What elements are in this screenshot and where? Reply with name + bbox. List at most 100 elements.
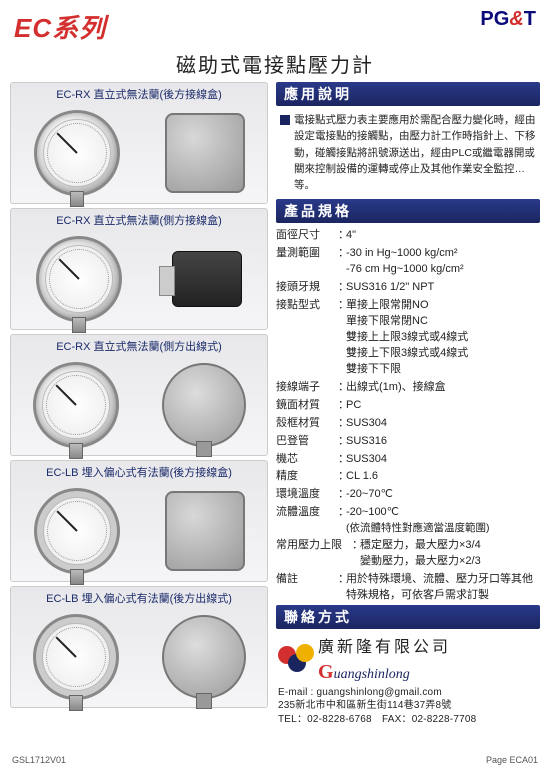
- spec-label: 巴登管: [276, 434, 338, 450]
- spec-row: 接線端子：出線式(1m)、接線盒: [276, 379, 540, 397]
- spec-label: 量測範圍: [276, 246, 338, 278]
- spec-label: 精度: [276, 469, 338, 485]
- spec-colon: ：: [338, 434, 346, 450]
- logo-p: P: [480, 8, 493, 30]
- contact-email: E-mail : guangshinlong@gmail.com: [278, 686, 538, 700]
- spec-label: 機芯: [276, 452, 338, 468]
- product-card: EC-LB 埋入偏心式有法蘭(後方接線盒): [10, 460, 268, 582]
- spec-value: SUS316: [346, 434, 540, 450]
- brand-logo: PG&T: [480, 8, 536, 31]
- spec-value: 出線式(1m)、接線盒: [346, 380, 540, 396]
- spec-row: 接頭牙規：SUS316 1/2" NPT: [276, 279, 540, 297]
- spec-label: 面徑尺寸: [276, 228, 338, 244]
- spec-label: 常用壓力上限: [276, 538, 352, 570]
- contact-block: 廣新隆有限公司 Guangshinlong E-mail : guangshin…: [276, 633, 540, 726]
- series-title: EC系列: [14, 8, 106, 45]
- spec-table: 面徑尺寸：4"量測範圍：-30 in Hg~1000 kg/cm²-76 cm …: [276, 227, 540, 605]
- spec-label: 鏡面材質: [276, 398, 338, 414]
- section-header-contact: 聯絡方式: [276, 605, 540, 629]
- contact-address: 235新北市中和區新生街114巷37弄8號: [278, 699, 538, 713]
- spec-row: 接點型式：單接上限常開NO單接下限常閉NC雙接上上限3線式或4線式雙接上下限3線…: [276, 297, 540, 379]
- spec-row: 精度：CL 1.6: [276, 468, 540, 486]
- spec-row: 巴登管：SUS316: [276, 433, 540, 451]
- bullet-icon: [280, 115, 290, 125]
- spec-row: 流體溫度：-20~100℃(依流體特性對應適當溫度範圍): [276, 504, 540, 537]
- page-header: EC系列 PG&T: [0, 0, 550, 47]
- spec-row: 鏡面材質：PC: [276, 397, 540, 415]
- gauge-box-icon: [165, 491, 245, 571]
- logo-t: T: [524, 8, 536, 30]
- spec-value: -20~70℃: [346, 487, 540, 503]
- product-label: EC-LB 埋入偏心式有法蘭(後方接線盒): [11, 462, 267, 483]
- spec-value: -30 in Hg~1000 kg/cm²-76 cm Hg~1000 kg/c…: [346, 246, 540, 278]
- spec-label: 環境溫度: [276, 487, 338, 503]
- spec-colon: ：: [338, 469, 346, 485]
- spec-row: 環境溫度：-20~70℃: [276, 486, 540, 504]
- spec-colon: ：: [338, 298, 346, 378]
- spec-row: 面徑尺寸：4": [276, 227, 540, 245]
- spec-value: SUS316 1/2" NPT: [346, 280, 540, 296]
- section-header-application: 應用說明: [276, 82, 540, 106]
- product-card: EC-RX 直立式無法蘭(後方接線盒): [10, 82, 268, 204]
- spec-colon: ：: [338, 246, 346, 278]
- gauge-front-icon: [36, 236, 122, 322]
- gauge-connector-icon: [172, 251, 242, 307]
- product-card: EC-RX 直立式無法蘭(側方接線盒): [10, 208, 268, 330]
- company-logo-icon: [278, 644, 314, 680]
- product-card: EC-RX 直立式無法蘭(側方出線式): [10, 334, 268, 456]
- spec-label: 流體溫度: [276, 505, 338, 536]
- company-name-en: Guangshinlong: [318, 659, 451, 686]
- spec-row: 機芯：SUS304: [276, 451, 540, 469]
- spec-value: SUS304: [346, 452, 540, 468]
- footer-doc-id: GSL1712V01: [12, 755, 66, 765]
- product-card: EC-LB 埋入偏心式有法蘭(後方出線式): [10, 586, 268, 708]
- contact-phone: TEL：02-8228-6768 FAX：02-8228-7708: [278, 713, 538, 727]
- spec-value: PC: [346, 398, 540, 414]
- spec-row: 量測範圍：-30 in Hg~1000 kg/cm²-76 cm Hg~1000…: [276, 245, 540, 279]
- spec-value: 4": [346, 228, 540, 244]
- application-description: 電接點式壓力表主要應用於需配合壓力變化時，經由設定電接點的接觸點，由壓力計工作時…: [276, 110, 540, 199]
- spec-label: 接頭牙規: [276, 280, 338, 296]
- spec-colon: ：: [338, 505, 346, 536]
- product-images: [11, 609, 267, 705]
- spec-colon: ：: [338, 228, 346, 244]
- gauge-back-icon: [162, 615, 246, 699]
- spec-colon: ：: [338, 280, 346, 296]
- spec-colon: ：: [338, 380, 346, 396]
- spec-label: 接點型式: [276, 298, 338, 378]
- company-name-cn: 廣新隆有限公司: [318, 637, 451, 659]
- product-images: [11, 105, 267, 201]
- spec-colon: ：: [352, 538, 360, 570]
- spec-value: 穩定壓力，最大壓力×3/4變動壓力，最大壓力×2/3: [360, 538, 540, 570]
- product-images: [11, 357, 267, 453]
- logo-amp: &: [509, 8, 523, 30]
- spec-value: -20~100℃(依流體特性對應適當溫度範圍): [346, 505, 540, 536]
- spec-colon: ：: [338, 487, 346, 503]
- spec-row: 備註：用於特殊環境、流體、壓力牙口等其他特殊規格，可依客戶需求訂製: [276, 571, 540, 605]
- product-images: [11, 231, 267, 327]
- spec-colon: ：: [338, 572, 346, 604]
- spec-label: 備註: [276, 572, 338, 604]
- contact-logo-row: 廣新隆有限公司 Guangshinlong: [278, 637, 538, 686]
- gauge-back-icon: [162, 363, 246, 447]
- page-footer: GSL1712V01 Page ECA01: [12, 755, 538, 765]
- product-label: EC-LB 埋入偏心式有法蘭(後方出線式): [11, 588, 267, 609]
- section-header-specs: 產品規格: [276, 199, 540, 223]
- product-label: EC-RX 直立式無法蘭(側方出線式): [11, 336, 267, 357]
- product-images: [11, 483, 267, 579]
- spec-value: CL 1.6: [346, 469, 540, 485]
- details-column: 應用說明 電接點式壓力表主要應用於需配合壓力變化時，經由設定電接點的接觸點，由壓…: [268, 82, 540, 726]
- gauge-front-icon: [33, 614, 119, 700]
- spec-value: 單接上限常開NO單接下限常閉NC雙接上上限3線式或4線式雙接上下限3線式或4線式…: [346, 298, 540, 378]
- page-title: 磁助式電接點壓力計: [0, 49, 550, 78]
- footer-page: Page ECA01: [486, 755, 538, 765]
- spec-colon: ：: [338, 416, 346, 432]
- spec-value: SUS304: [346, 416, 540, 432]
- gauge-box-icon: [165, 113, 245, 193]
- spec-label: 接線端子: [276, 380, 338, 396]
- application-text: 電接點式壓力表主要應用於需配合壓力變化時，經由設定電接點的接觸點，由壓力計工作時…: [294, 112, 538, 193]
- content-area: EC-RX 直立式無法蘭(後方接線盒)EC-RX 直立式無法蘭(側方接線盒) EC…: [0, 82, 550, 726]
- spec-colon: ：: [338, 398, 346, 414]
- gauge-front-icon: [34, 488, 120, 574]
- gauge-front-icon: [33, 362, 119, 448]
